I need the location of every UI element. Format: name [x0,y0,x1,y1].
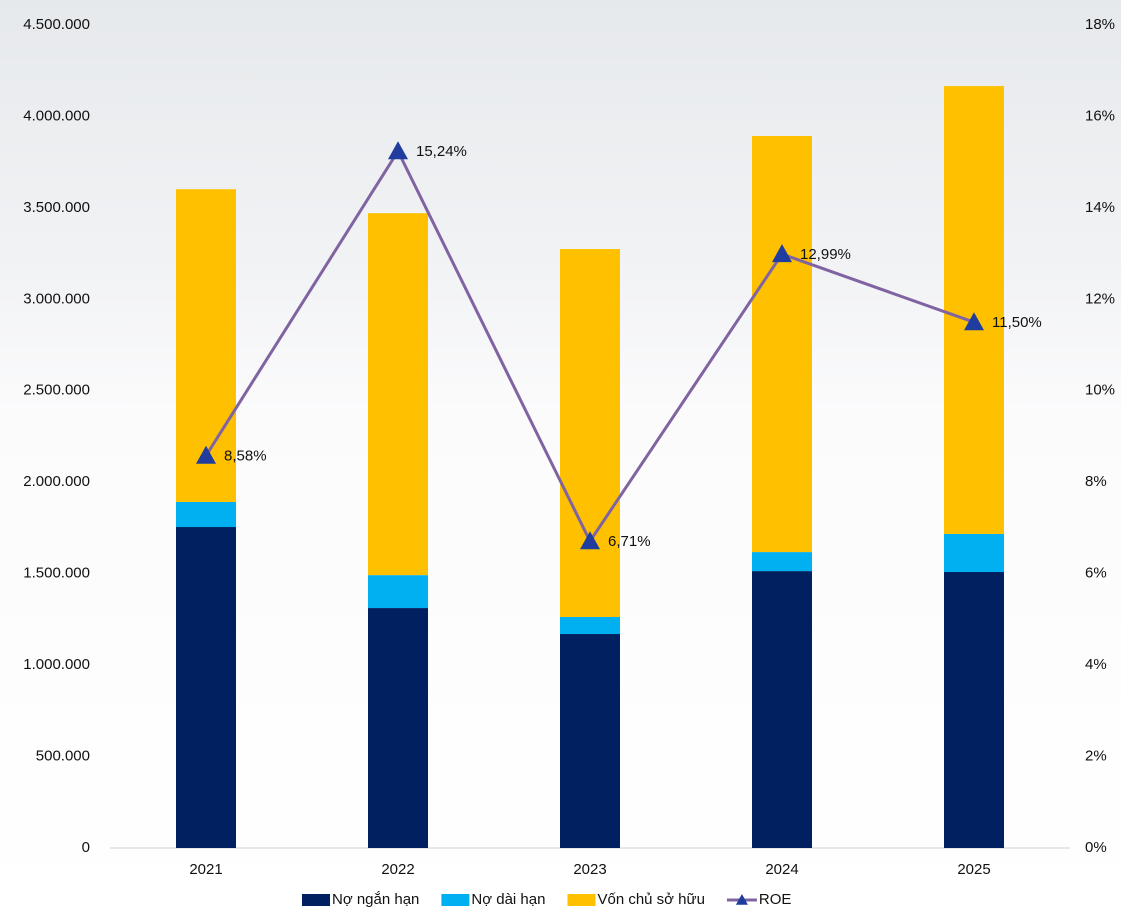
bar-segment [944,86,1004,534]
legend-swatch [441,894,469,906]
y2-tick-label: 12% [1085,290,1115,307]
y2-tick-label: 0% [1085,839,1107,856]
y-tick-label: 4.000.000 [23,107,90,124]
y-tick-label: 3.500.000 [23,199,90,216]
bar-segment [368,608,428,848]
legend-label: Vốn chủ sở hữu [597,891,704,908]
bar-segment [560,617,620,634]
y-tick-label: 2.500.000 [23,382,90,399]
x-tick-label: 2021 [189,861,222,878]
y-tick-label: 2.000.000 [23,473,90,490]
value-label: 12,99% [800,246,851,263]
bar-segment [368,213,428,575]
bar-segment [944,572,1004,848]
value-label: 11,50% [992,314,1042,331]
bar-segment [752,552,812,571]
legend-label: Nợ dài hạn [471,891,545,908]
x-tick-label: 2023 [573,861,606,878]
bar-segment [368,575,428,608]
value-label: 8,58% [224,448,267,465]
bar-segment [752,571,812,848]
y-tick-label: 3.000.000 [23,290,90,307]
x-tick-label: 2022 [381,861,414,878]
y2-tick-label: 2% [1085,748,1107,765]
y2-tick-label: 4% [1085,656,1107,673]
value-label: 6,71% [608,533,651,550]
x-tick-label: 2025 [957,861,990,878]
bar-segment [176,502,236,527]
bar-segment [560,634,620,848]
bar-segment [560,249,620,617]
page: {"chart_data": { "type": "bar-line", "ca… [0,0,1121,911]
y2-tick-label: 8% [1085,473,1107,490]
chart: 0 500.000 1.000.000 1.500.000 2.000.000 2.500… [0,0,1121,911]
y2-tick-label: 14% [1085,199,1115,216]
legend-label: Nợ ngắn hạn [332,891,419,908]
y-tick-label: 1.500.000 [23,565,90,582]
legend-label: ROE [759,891,792,908]
y2-tick-label: 6% [1085,565,1107,582]
y2-tick-label: 10% [1085,382,1115,399]
value-label: 15,24% [416,143,467,160]
legend-swatch [567,894,595,906]
y-tick-label: 0 [82,839,90,856]
x-tick-label: 2024 [765,861,798,878]
legend-swatch [302,894,330,906]
y-tick-label: 1.000.000 [23,656,90,673]
bar-segment [176,527,236,848]
bar-segment [752,136,812,552]
y2-tick-label: 16% [1085,107,1115,124]
y-tick-label: 4.500.000 [23,16,90,33]
y-tick-label: 500.000 [36,748,90,765]
bar-segment [944,534,1004,572]
y2-tick-label: 18% [1085,16,1115,33]
